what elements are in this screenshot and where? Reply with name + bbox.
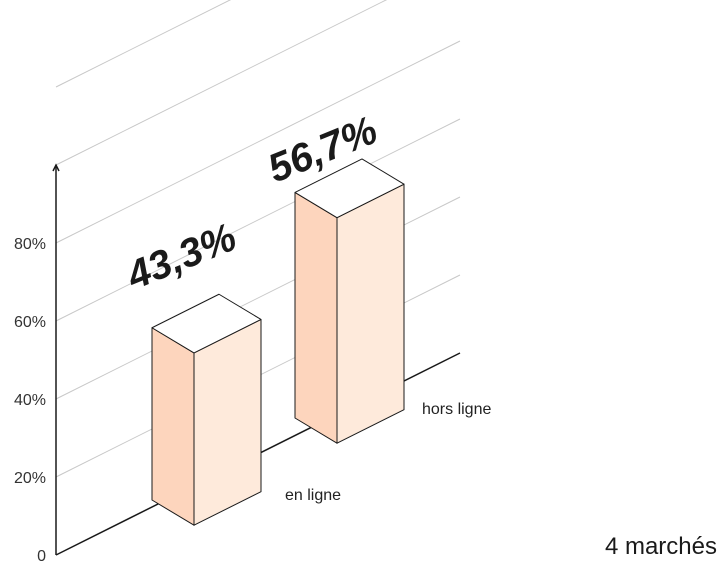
bar-front-face bbox=[294, 191, 338, 444]
bar-side-face bbox=[193, 318, 262, 526]
gridline bbox=[55, 0, 388, 166]
y-tick-label: 40% bbox=[14, 392, 46, 409]
bar-top-face bbox=[294, 158, 405, 219]
y-axis-arrow bbox=[52, 163, 60, 172]
gridline bbox=[55, 40, 461, 244]
y-tick-label: 20% bbox=[14, 470, 46, 487]
bar-top-face bbox=[151, 293, 262, 354]
bar-side-face bbox=[336, 183, 405, 444]
market-count-note: 4 marchés bbox=[604, 533, 717, 560]
bar-value-label: 43,3% bbox=[120, 215, 243, 299]
gridline bbox=[55, 118, 461, 322]
y-tick-label: 80% bbox=[14, 236, 46, 253]
category-label: en ligne bbox=[285, 487, 341, 504]
bar-front-face bbox=[151, 327, 195, 526]
gridline bbox=[55, 0, 232, 88]
y-tick-label: 0 bbox=[37, 548, 46, 565]
category-label: hors ligne bbox=[422, 401, 491, 418]
y-tick-label: 60% bbox=[14, 314, 46, 331]
